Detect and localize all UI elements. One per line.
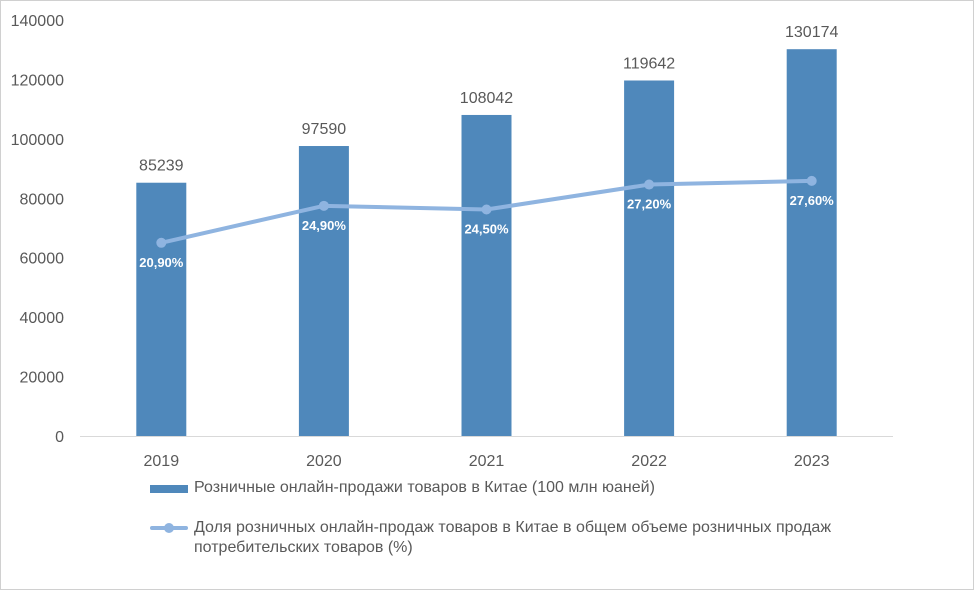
bar-data-label: 119642: [623, 55, 675, 72]
line-data-label: 20,90%: [139, 255, 184, 270]
x-tick-label: 2019: [144, 453, 180, 470]
y-tick-label: 40000: [20, 310, 65, 327]
y-tick-label: 80000: [20, 191, 65, 208]
bar-data-label: 130174: [785, 24, 838, 41]
bar-data-label: 108042: [460, 90, 513, 107]
line-marker: [156, 237, 167, 248]
y-tick-label: 100000: [11, 132, 64, 149]
bar-data-label: 97590: [302, 121, 347, 138]
legend-label-bars: Розничные онлайн-продажи товаров в Китае…: [194, 479, 655, 496]
bar: [624, 80, 675, 436]
bar: [298, 146, 349, 436]
y-tick-label: 60000: [20, 251, 65, 268]
bar: [786, 49, 837, 436]
line-data-label: 27,60%: [790, 193, 835, 208]
y-tick-label: 0: [55, 429, 64, 446]
bar-data-label: 85239: [139, 158, 184, 175]
line-marker: [318, 200, 329, 211]
legend-bar-swatch: [150, 485, 188, 493]
y-tick-label: 120000: [11, 72, 64, 89]
legend-marker-icon: [164, 523, 174, 533]
x-tick-label: 2023: [794, 453, 830, 470]
line-marker: [644, 179, 655, 190]
y-tick-label: 20000: [20, 370, 65, 387]
line-data-label: 24,90%: [302, 218, 347, 233]
y-tick-label: 140000: [11, 13, 64, 30]
line-marker: [481, 204, 492, 215]
x-tick-label: 2020: [306, 453, 342, 470]
x-tick-label: 2022: [631, 453, 667, 470]
x-tick-label: 2021: [469, 453, 505, 470]
line-data-label: 27,20%: [627, 197, 672, 212]
line-marker: [806, 175, 817, 186]
bar: [136, 182, 187, 436]
legend-label-line: Доля розничных онлайн-продаж товаров в К…: [194, 519, 832, 556]
bar: [461, 114, 512, 437]
line-data-label: 24,50%: [464, 222, 509, 237]
